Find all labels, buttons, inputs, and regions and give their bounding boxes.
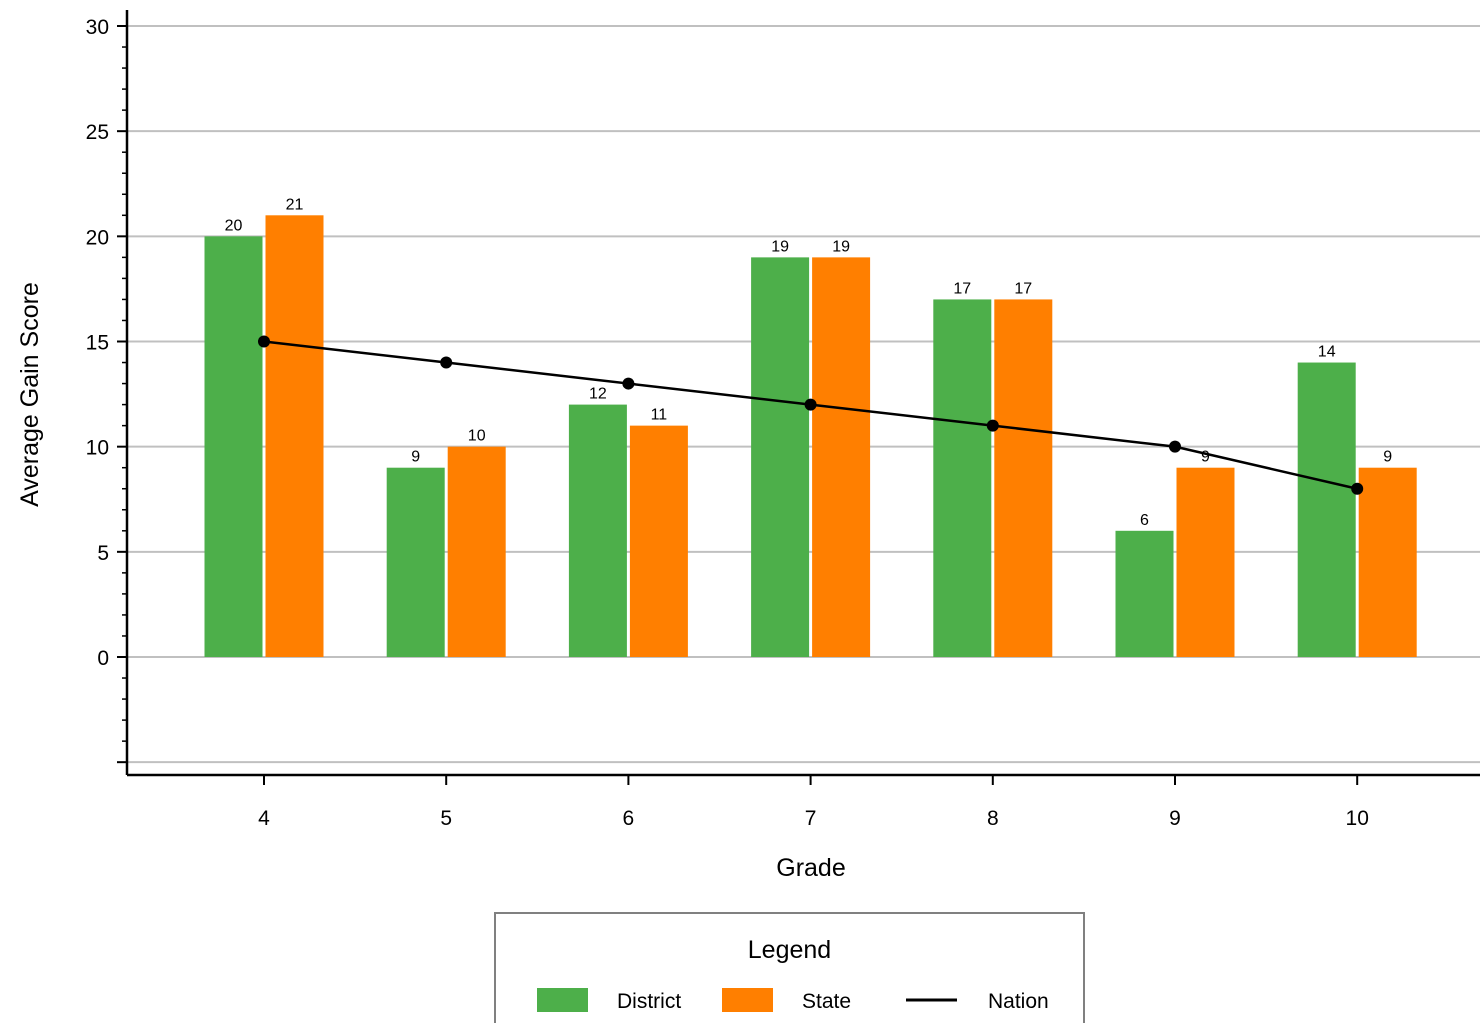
y-tick-label: 0 (97, 647, 109, 670)
bar-district-grade-6 (568, 404, 627, 657)
bar-state-grade-10 (1358, 467, 1417, 657)
bar-label-district-grade-10: 14 (1318, 344, 1336, 361)
axes (125, 10, 1480, 777)
bar-label-state-grade-5: 10 (468, 428, 486, 445)
legend-label-district: District (617, 990, 681, 1013)
bar-district-grade-4 (204, 236, 263, 658)
bar-label-district-grade-8: 17 (953, 280, 971, 297)
legend-title: Legend (748, 936, 831, 964)
bar-state-grade-4 (265, 215, 324, 658)
legend-label-nation: Nation (988, 990, 1049, 1013)
y-tick-label: 5 (97, 542, 109, 565)
bar-label-state-grade-10: 9 (1383, 449, 1392, 466)
bar-label-state-grade-7: 19 (832, 238, 850, 255)
bar-state-grade-6 (629, 425, 688, 657)
x-tick-label: 10 (1346, 807, 1369, 830)
legend-items: District State Nation (537, 988, 1049, 1013)
point-nation-grade-8 (986, 419, 999, 432)
line-nation (263, 340, 1358, 490)
y-tick-label: 20 (86, 226, 109, 249)
bar-label-state-grade-9: 9 (1201, 449, 1210, 466)
point-nation-grade-9 (1169, 440, 1181, 453)
x-tick-label: 9 (1169, 807, 1181, 830)
y-axis-title: Average Gain Score (16, 282, 44, 507)
point-nation-grade-7 (804, 398, 817, 411)
bar-label-district-grade-9: 6 (1140, 512, 1149, 529)
nation-line-series (258, 335, 1364, 495)
bar-label-district-grade-4: 20 (225, 217, 243, 234)
point-nation-grade-10 (1351, 482, 1364, 495)
legend-swatch-district (537, 988, 588, 1012)
x-axis-title: Grade (776, 854, 845, 882)
x-tick-label: 4 (258, 807, 270, 830)
x-tick-label: 5 (440, 807, 452, 830)
legend-swatch-state (722, 988, 773, 1012)
bar-district-grade-9 (1115, 530, 1174, 657)
x-axis-ticks: 4 5 6 7 8 9 10 (258, 775, 1369, 830)
legend-box (494, 912, 1085, 1023)
point-nation-grade-6 (622, 377, 635, 390)
y-tick-label: 10 (86, 437, 109, 460)
legend-label-state: State (802, 990, 851, 1013)
bar-state-grade-7 (812, 257, 871, 657)
y-tick-label: 25 (86, 121, 109, 144)
bar-district-grade-7 (751, 257, 810, 657)
bar-label-district-grade-7: 19 (771, 238, 789, 255)
y-tick-label: 15 (86, 332, 109, 355)
y-axis-ticks: 0 5 10 15 20 25 30 (86, 16, 127, 764)
bar-label-district-grade-5: 9 (411, 449, 420, 466)
y-tick-label: 30 (86, 16, 109, 39)
bar-district-grade-8 (933, 299, 992, 657)
bar-state-grade-9 (1176, 467, 1235, 657)
bar-labels: 20 21 9 10 12 11 19 19 17 17 6 9 14 9 (225, 196, 1393, 529)
x-tick-label: 7 (805, 807, 817, 830)
bar-state-grade-5 (447, 446, 506, 657)
bar-label-state-grade-4: 21 (286, 196, 304, 213)
x-tick-label: 8 (987, 807, 999, 830)
point-nation-grade-5 (440, 356, 453, 369)
bar-label-state-grade-6: 11 (651, 407, 668, 424)
bar-state-grade-8 (994, 299, 1053, 657)
bar-district-grade-5 (386, 467, 445, 657)
bar-label-state-grade-8: 17 (1014, 280, 1032, 297)
bar-district-grade-10 (1297, 362, 1356, 657)
legend: Legend District State Nation (494, 912, 1085, 1023)
bar-label-district-grade-6: 12 (589, 386, 607, 403)
x-tick-label: 6 (623, 807, 635, 830)
bars (204, 215, 1417, 658)
point-nation-grade-4 (258, 335, 270, 348)
